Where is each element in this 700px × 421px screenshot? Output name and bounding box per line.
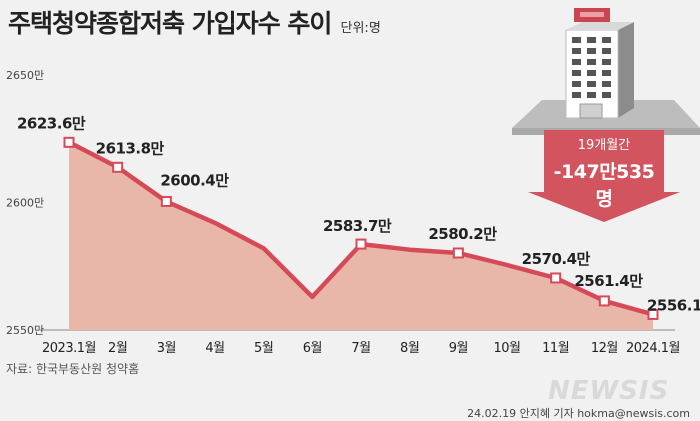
x-tick-label: 6월 <box>303 341 322 356</box>
data-label: 2623.6만 <box>17 114 86 132</box>
x-tick-label: 2024.1월 <box>626 341 680 356</box>
data-label: 2561.4만 <box>574 272 643 290</box>
x-tick-label: 10월 <box>493 341 520 356</box>
unit-label: 단위:명 <box>340 21 381 36</box>
x-tick-label: 4월 <box>205 341 224 356</box>
data-point-marker <box>647 308 659 320</box>
x-tick-label: 11월 <box>542 341 569 356</box>
series-area <box>69 142 653 330</box>
x-tick-label: 12월 <box>591 341 618 356</box>
x-tick-label: 7월 <box>351 341 370 356</box>
data-point-marker <box>452 247 464 259</box>
callout-change: -147만535명 <box>553 161 655 210</box>
data-point-marker <box>550 272 562 284</box>
data-label: 2583.7만 <box>323 217 392 235</box>
data-point-marker <box>112 161 124 173</box>
x-tick-label: 2월 <box>108 341 127 356</box>
x-tick-label: 3월 <box>157 341 176 356</box>
data-label: 2613.8만 <box>96 139 165 157</box>
data-point-marker <box>598 295 610 307</box>
newsis-watermark: NEWSIS <box>548 376 670 406</box>
data-point-marker <box>63 136 75 148</box>
building-icon <box>512 8 700 135</box>
y-tick-label: 2650만 <box>6 69 44 82</box>
credit-line: 24.02.19 안지혜 기자 hokma@newsis.com <box>467 407 690 420</box>
x-tick-label: 9월 <box>449 341 468 356</box>
data-point-marker <box>160 195 172 207</box>
y-tick-label: 2600만 <box>6 197 44 210</box>
source-note: 자료: 한국부동산원 청약홈 <box>6 362 140 376</box>
data-label: 2580.2만 <box>428 225 497 243</box>
x-tick-label: 5월 <box>254 341 273 356</box>
data-point-marker <box>355 238 367 250</box>
down-arrow-icon <box>528 130 680 222</box>
x-tick-label: 2023.1월 <box>42 341 96 356</box>
data-label: 2600.4만 <box>160 171 229 189</box>
callout-period: 19개월간 <box>577 138 631 153</box>
data-label: 2556.1만 <box>647 296 700 314</box>
data-label: 2570.4만 <box>522 250 591 268</box>
title-block: 주택청약종합저축 가입자수 추이 단위:명 <box>8 4 381 40</box>
chart-title: 주택청약종합저축 가입자수 추이 <box>8 9 332 38</box>
x-tick-label: 8월 <box>400 341 419 356</box>
change-callout: 19개월간 -147만535명 <box>548 132 660 211</box>
y-tick-label: 2550만 <box>6 324 44 337</box>
